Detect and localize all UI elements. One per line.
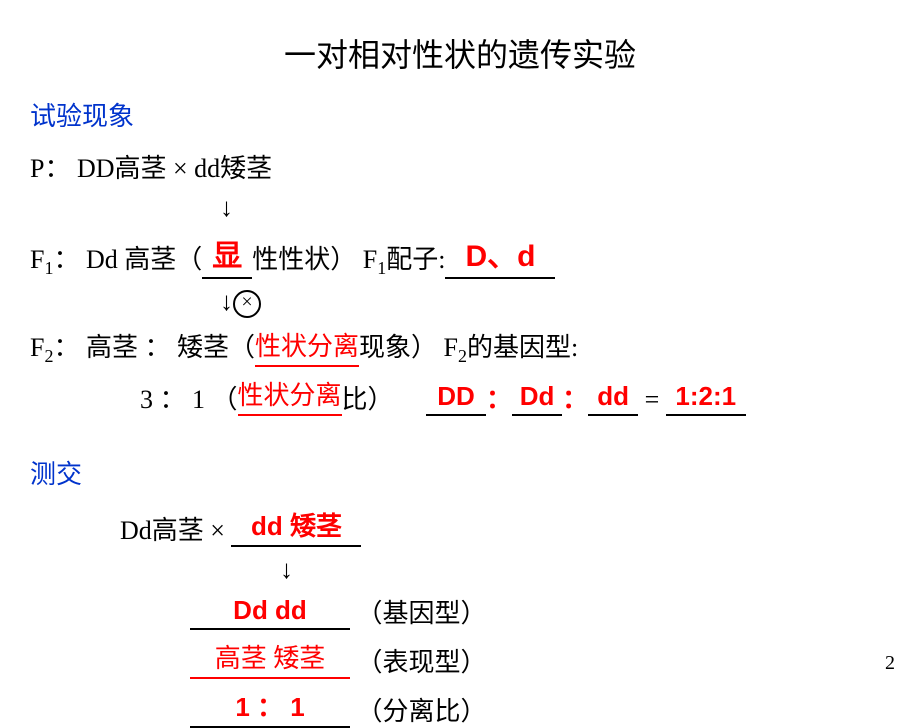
self-cross-icon: × [233,290,261,318]
offspring-pheno: 高茎 矮茎 [215,644,326,673]
testcross-p-ans: dd 矮茎 [251,511,342,541]
f2-ans1: 性状分离 [255,332,359,361]
offspring-geno-line: Dd dd （基因型） [190,593,890,630]
ratio-ans: 性状分离 [238,381,342,410]
offspring-pheno-label: （表现型） [357,648,487,677]
f1-label: F [30,245,44,274]
page-title: 一对相对性状的遗传实验 [30,30,890,76]
colon1: ： [486,384,512,414]
slide-container: 一对相对性状的遗传实验 试验现象 P： DD高茎 × dd矮茎 ↓ F 1 ： Dd… [0,0,920,690]
f1-blank1: 显 [202,231,252,279]
geno-Dd-blank: Dd [512,381,562,416]
f2-text3: 的基因型: [467,333,578,362]
offspring-geno: Dd dd [233,595,307,625]
f2-sub2: 2 [458,346,467,366]
colon2: ： [562,384,588,414]
section-2-heading: 测交 [30,454,890,491]
f2-blank1: 性状分离 [255,326,359,367]
page-number: 2 [885,652,895,675]
f1-blank2: D、d [445,231,555,279]
offspring-ratio: 1 ： 1 [235,692,304,722]
testcross-p-blank: dd 矮茎 [231,506,361,547]
p-text: P： DD高茎 × dd矮茎 [30,154,272,183]
geno-dd-blank2: dd [588,381,638,416]
eq: = [645,385,660,414]
geno-DD: DD [437,381,475,411]
arrow-3: ↓ [280,555,890,585]
ratio-line: 3 ： 1 （性状分离比） DD：Dd：dd = 1:2:1 [140,375,890,416]
geno-dd-blank: DD [426,381,486,416]
arrow-2-row: ↓× [220,287,890,318]
offspring-geno-label: （基因型） [357,599,487,628]
geno-ratio-val: 1:2:1 [675,381,736,411]
f1-text3: 配子: [386,245,445,274]
f1-ans1: 显 [212,240,242,273]
f1-line: F1： Dd 高茎（显性性状） F1配子:D、d [30,231,890,279]
ratio-text1: 3 ： 1 （ [140,385,238,414]
geno-Dd: Dd [520,381,555,411]
parent-line: P： DD高茎 × dd矮茎 [30,148,890,185]
f2-text2: 现象） F [359,333,458,362]
testcross-p-line: Dd高茎 × dd 矮茎 [120,506,890,547]
offspring-ratio-line: 1 ： 1 （分离比） [190,687,890,728]
offspring-ratio-label: （分离比） [357,697,487,726]
offspring-pheno-blank: 高茎 矮茎 [190,638,350,679]
spacer [30,424,890,444]
geno-ratio-blank: 1:2:1 [666,381,746,416]
offspring-pheno-line: 高茎 矮茎 （表现型） [190,638,890,679]
ratio-text2: 比） [342,385,394,414]
f1-text2: 性性状） F [252,245,377,274]
f1-ans2: D、d [465,240,535,273]
geno-dd: dd [597,381,629,411]
arrow-1: ↓ [220,193,890,223]
f2-text1: ： 高茎 ： 矮茎（ [53,333,255,362]
offspring-geno-blank: Dd dd [190,595,350,630]
f1-text1: ： Dd 高茎（ [53,245,202,274]
ratio-blank: 性状分离 [238,375,342,416]
f2-line: F2： 高茎 ： 矮茎（性状分离现象） F2的基因型: [30,326,890,367]
f2-label: F [30,333,44,362]
section-1-heading: 试验现象 [30,96,890,133]
arrow-2: ↓ [220,287,233,316]
testcross-p-text: Dd高茎 × [120,516,225,545]
offspring-ratio-blank: 1 ： 1 [190,687,350,728]
f1-sub2: 1 [377,258,386,278]
